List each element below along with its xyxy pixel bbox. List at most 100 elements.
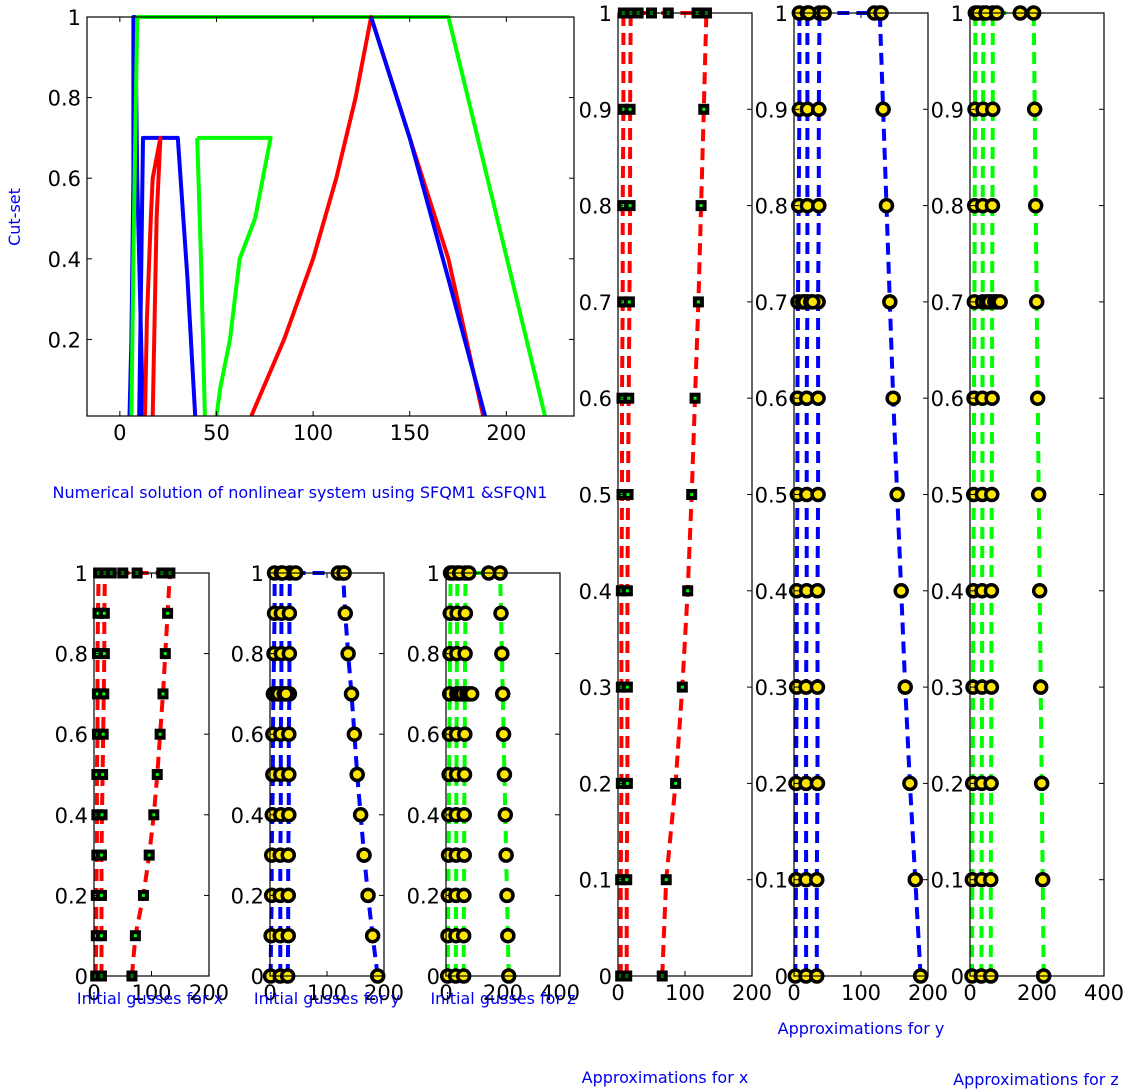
approx-y-xlabel: Approximations for y bbox=[778, 1019, 945, 1038]
init-y-ytick-label: 0.6 bbox=[231, 723, 264, 747]
approx-z-point bbox=[983, 775, 999, 792]
init-y-point bbox=[280, 847, 296, 863]
membership-ytick-label: 0.8 bbox=[48, 87, 81, 111]
init-y-point bbox=[281, 807, 297, 823]
init-z-point bbox=[456, 887, 472, 904]
approx-y-ytick-label: 0 bbox=[775, 965, 788, 989]
approx-y-point bbox=[907, 871, 924, 888]
membership-ytick-label: 0.6 bbox=[48, 167, 81, 191]
approx-y-point bbox=[809, 679, 826, 695]
approx-y-ytick-label: 0.8 bbox=[755, 195, 788, 219]
init-y-point bbox=[281, 726, 297, 742]
init-x-ytick-label: 0.8 bbox=[55, 643, 88, 667]
approx-y-ytick-label: 0.4 bbox=[755, 580, 788, 604]
init-x-point-center bbox=[101, 773, 105, 776]
approx-x-ytick-label: 0.4 bbox=[579, 580, 612, 604]
approx-y-ytick-label: 0.1 bbox=[755, 869, 788, 893]
init-y-point bbox=[349, 766, 365, 783]
approx-x-point-center bbox=[702, 107, 706, 111]
init-z-point bbox=[457, 645, 473, 662]
init-x-series-3-line bbox=[129, 572, 172, 977]
init-x-point-center bbox=[102, 652, 106, 656]
approx-x-point-center bbox=[625, 878, 629, 882]
init-x-ytick-label: 1 bbox=[75, 562, 88, 586]
approx-x-point-center bbox=[621, 107, 625, 111]
membership-ytick-label: 1 bbox=[68, 6, 81, 30]
approx-y-point bbox=[875, 101, 891, 118]
approx-y-xtick-label: 200 bbox=[908, 981, 948, 1005]
approx-x-ytick-label: 0.5 bbox=[579, 484, 612, 508]
init-z-point bbox=[457, 726, 473, 742]
init-y-point bbox=[281, 645, 298, 662]
approx-z-point bbox=[983, 679, 1000, 695]
init-y-xlabel: Initial gusses for y bbox=[254, 989, 400, 1008]
membership-frame bbox=[86, 16, 575, 417]
approx-y-ytick-label: 1 bbox=[775, 2, 788, 26]
init-x-ytick-label: 0.4 bbox=[55, 804, 88, 828]
init-y-point bbox=[337, 605, 353, 622]
approx-y-point bbox=[885, 390, 901, 406]
init-x-point-center bbox=[161, 692, 165, 696]
init-z-point bbox=[496, 766, 513, 783]
approx-y-point bbox=[893, 583, 909, 599]
init-x-point-center bbox=[99, 934, 103, 938]
approx-y-ytick-label: 0.6 bbox=[755, 387, 788, 411]
init-y-point bbox=[281, 766, 297, 783]
approx-y-ytick-label: 0.7 bbox=[755, 291, 788, 315]
init-y-point bbox=[281, 605, 298, 622]
approx-z-xtick-label: 400 bbox=[1084, 981, 1124, 1005]
approx-z-point bbox=[1031, 583, 1048, 599]
init-y-xtick-label: 0 bbox=[263, 981, 276, 1005]
init-y-point bbox=[278, 686, 294, 702]
approx-z-point bbox=[1034, 871, 1051, 888]
init-y-point bbox=[280, 927, 296, 944]
membership-xtick-label: 50 bbox=[203, 421, 230, 445]
membership-xtick-label: 200 bbox=[486, 421, 526, 445]
approx-x-ytick-label: 1 bbox=[599, 2, 612, 26]
approx-x-point-center bbox=[696, 300, 700, 304]
membership-ytick-label: 0.4 bbox=[48, 248, 81, 272]
init-y-point bbox=[352, 807, 369, 823]
approx-z-point bbox=[985, 101, 1001, 118]
approx-y-ytick-label: 0.2 bbox=[755, 772, 788, 796]
approx-z-xtick-label: 0 bbox=[963, 981, 976, 1005]
approx-z-point bbox=[1032, 679, 1049, 695]
approx-x-ytick-label: 0.2 bbox=[579, 772, 612, 796]
init-x-point-center bbox=[95, 692, 99, 696]
init-z-point bbox=[457, 605, 474, 622]
init-x-point-center bbox=[99, 853, 103, 857]
approx-x-xlabel: Approximations for x bbox=[582, 1068, 749, 1087]
approx-x-point-center bbox=[625, 589, 629, 593]
init-z-point bbox=[455, 927, 472, 944]
approx-z-ytick-label: 0.9 bbox=[931, 98, 964, 122]
approx-x-ytick-label: 0.8 bbox=[579, 195, 612, 219]
approx-x-xtick-label: 200 bbox=[732, 981, 772, 1005]
approx-y-point bbox=[810, 486, 826, 503]
init-y-point bbox=[364, 927, 381, 944]
init-z-point bbox=[500, 927, 516, 944]
approx-x-point-center bbox=[628, 107, 632, 111]
init-z-point bbox=[456, 766, 473, 783]
init-x-xtick-label: 0 bbox=[87, 981, 100, 1005]
approx-z-xtick-label: 200 bbox=[1017, 981, 1057, 1005]
init-x-ytick-label: 0.2 bbox=[55, 884, 88, 908]
approx-x-point-center bbox=[626, 493, 630, 496]
approx-x-point-center bbox=[625, 685, 629, 689]
approx-z-point bbox=[992, 294, 1008, 310]
approx-x-ytick-label: 0.7 bbox=[579, 291, 612, 315]
approx-z-point bbox=[983, 871, 999, 888]
approx-z-ytick-label: 0 bbox=[951, 965, 964, 989]
membership-series-6-line bbox=[143, 135, 163, 417]
approx-y-point bbox=[809, 775, 826, 792]
init-y-ytick-label: 1 bbox=[251, 562, 264, 586]
approx-y-point bbox=[805, 294, 821, 310]
membership-series-3-line bbox=[249, 15, 486, 417]
approx-y-point bbox=[889, 486, 905, 503]
init-x-point-center bbox=[100, 813, 104, 817]
approx-x-ytick-label: 0.6 bbox=[579, 387, 612, 411]
approx-x-point-center bbox=[625, 781, 629, 785]
init-x-point-center bbox=[133, 934, 137, 938]
init-z-xtick-label: 400 bbox=[540, 981, 580, 1005]
approx-y-ytick-label: 0.5 bbox=[755, 484, 788, 508]
